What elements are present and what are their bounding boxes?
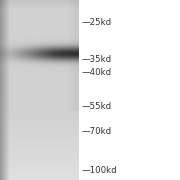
Text: —25kd: —25kd	[82, 18, 112, 27]
Text: —40kd: —40kd	[82, 68, 112, 77]
Text: —35kd: —35kd	[82, 55, 112, 64]
Text: —100kd: —100kd	[82, 166, 118, 175]
Text: —55kd: —55kd	[82, 102, 112, 111]
Text: —70kd: —70kd	[82, 127, 112, 136]
